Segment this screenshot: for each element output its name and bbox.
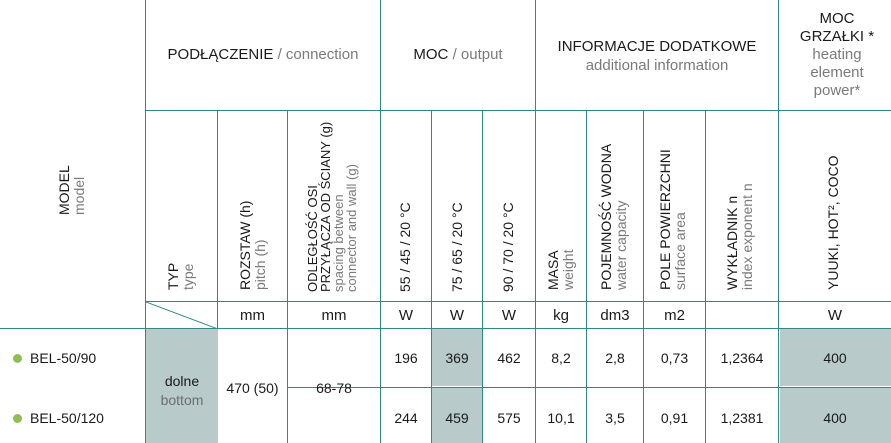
column-wall-spacing: ODLEGŁOŚĆ OSI PRZYŁĄCZA OD ŚCIANY (g) spa… xyxy=(305,121,359,292)
unit-mass: kg xyxy=(553,307,569,324)
unit-heater: W xyxy=(827,307,843,324)
row2-heater: 400 xyxy=(823,410,847,426)
model-name: BEL-50/120 xyxy=(30,410,104,426)
grid-line xyxy=(586,110,587,443)
type-value: dolne bottom xyxy=(160,373,204,408)
grid-line xyxy=(288,387,891,388)
column-type: TYP type xyxy=(165,262,196,290)
header-output: MOC / output xyxy=(413,46,503,63)
column-index-exponent: WYKŁADNIK n index exponent n xyxy=(724,183,755,290)
grid-line xyxy=(431,110,432,443)
heater-row2-shade xyxy=(780,388,891,443)
unit-output-55: W xyxy=(398,307,414,324)
grid-line xyxy=(778,0,779,443)
column-water-capacity: POJEMNOŚĆ WODNA water capacity xyxy=(598,143,629,290)
row2-water: 3,5 xyxy=(605,410,625,426)
grid-line xyxy=(217,110,218,328)
header-heater-power: MOC GRZAŁKI * heating element power* xyxy=(799,10,875,99)
grid-line xyxy=(482,110,483,443)
grid-line xyxy=(145,110,891,111)
grid-line xyxy=(643,110,644,443)
grid-line xyxy=(287,110,288,443)
unit-pitch: mm xyxy=(240,307,265,324)
heater-row1-shade xyxy=(780,329,891,386)
unit-output-75: W xyxy=(449,307,465,324)
row1-output-55: 196 xyxy=(394,350,418,366)
grid-line xyxy=(705,110,706,443)
output-75-row1-shade xyxy=(432,329,483,386)
header-connection: PODŁĄCZENIE / connection xyxy=(167,46,359,63)
row1-output-90: 462 xyxy=(497,350,521,366)
row2-output-90: 575 xyxy=(497,410,521,426)
row2-surface: 0,91 xyxy=(660,410,689,426)
column-mass: MASA weight xyxy=(545,249,576,290)
row1-index: 1,2364 xyxy=(720,350,764,366)
spacing-value: 68-78 xyxy=(316,380,352,396)
bullet-icon xyxy=(13,414,22,423)
grid-line xyxy=(145,0,146,443)
header-additional-info: INFORMACJE DODATKOWE additional informat… xyxy=(557,38,757,74)
type-unit-slash xyxy=(146,302,218,329)
row2-mass: 10,1 xyxy=(547,410,575,426)
unit-water: dm3 xyxy=(600,307,630,324)
column-heater-models: YUUKI, HOT², COCO xyxy=(825,155,841,290)
type-cell-shade xyxy=(146,329,218,443)
column-model: MODEL model xyxy=(56,165,87,215)
unit-surface: m2 xyxy=(664,307,685,324)
unit-output-90: W xyxy=(501,307,517,324)
model-name: BEL-50/90 xyxy=(30,350,97,366)
row1-heater: 400 xyxy=(823,350,847,366)
column-output-75: 75 / 65 / 20 °C xyxy=(449,202,465,292)
column-output-90: 90 / 70 / 20 °C xyxy=(500,202,516,292)
row1-mass: 8,2 xyxy=(551,350,571,366)
row1-water: 2,8 xyxy=(605,350,625,366)
row1-output-75: 369 xyxy=(445,350,469,366)
row1-surface: 0,73 xyxy=(660,350,689,366)
row2-index: 1,2381 xyxy=(720,410,764,426)
output-75-row2-shade xyxy=(432,388,483,443)
unit-spacing: mm xyxy=(321,307,347,324)
column-pitch: ROZSTAW (h) pitch (h) xyxy=(237,200,268,290)
grid-line xyxy=(380,0,381,443)
column-surface-area: POLE POWIERZCHNI surface area xyxy=(657,149,688,290)
row2-output-75: 459 xyxy=(445,410,469,426)
bullet-icon xyxy=(13,354,22,363)
column-output-55: 55 / 45 / 20 °C xyxy=(397,202,413,292)
grid-line xyxy=(0,328,891,329)
row2-output-55: 244 xyxy=(394,410,418,426)
grid-line xyxy=(146,301,891,302)
pitch-value: 470 (50) xyxy=(226,380,279,396)
grid-line xyxy=(535,0,536,443)
